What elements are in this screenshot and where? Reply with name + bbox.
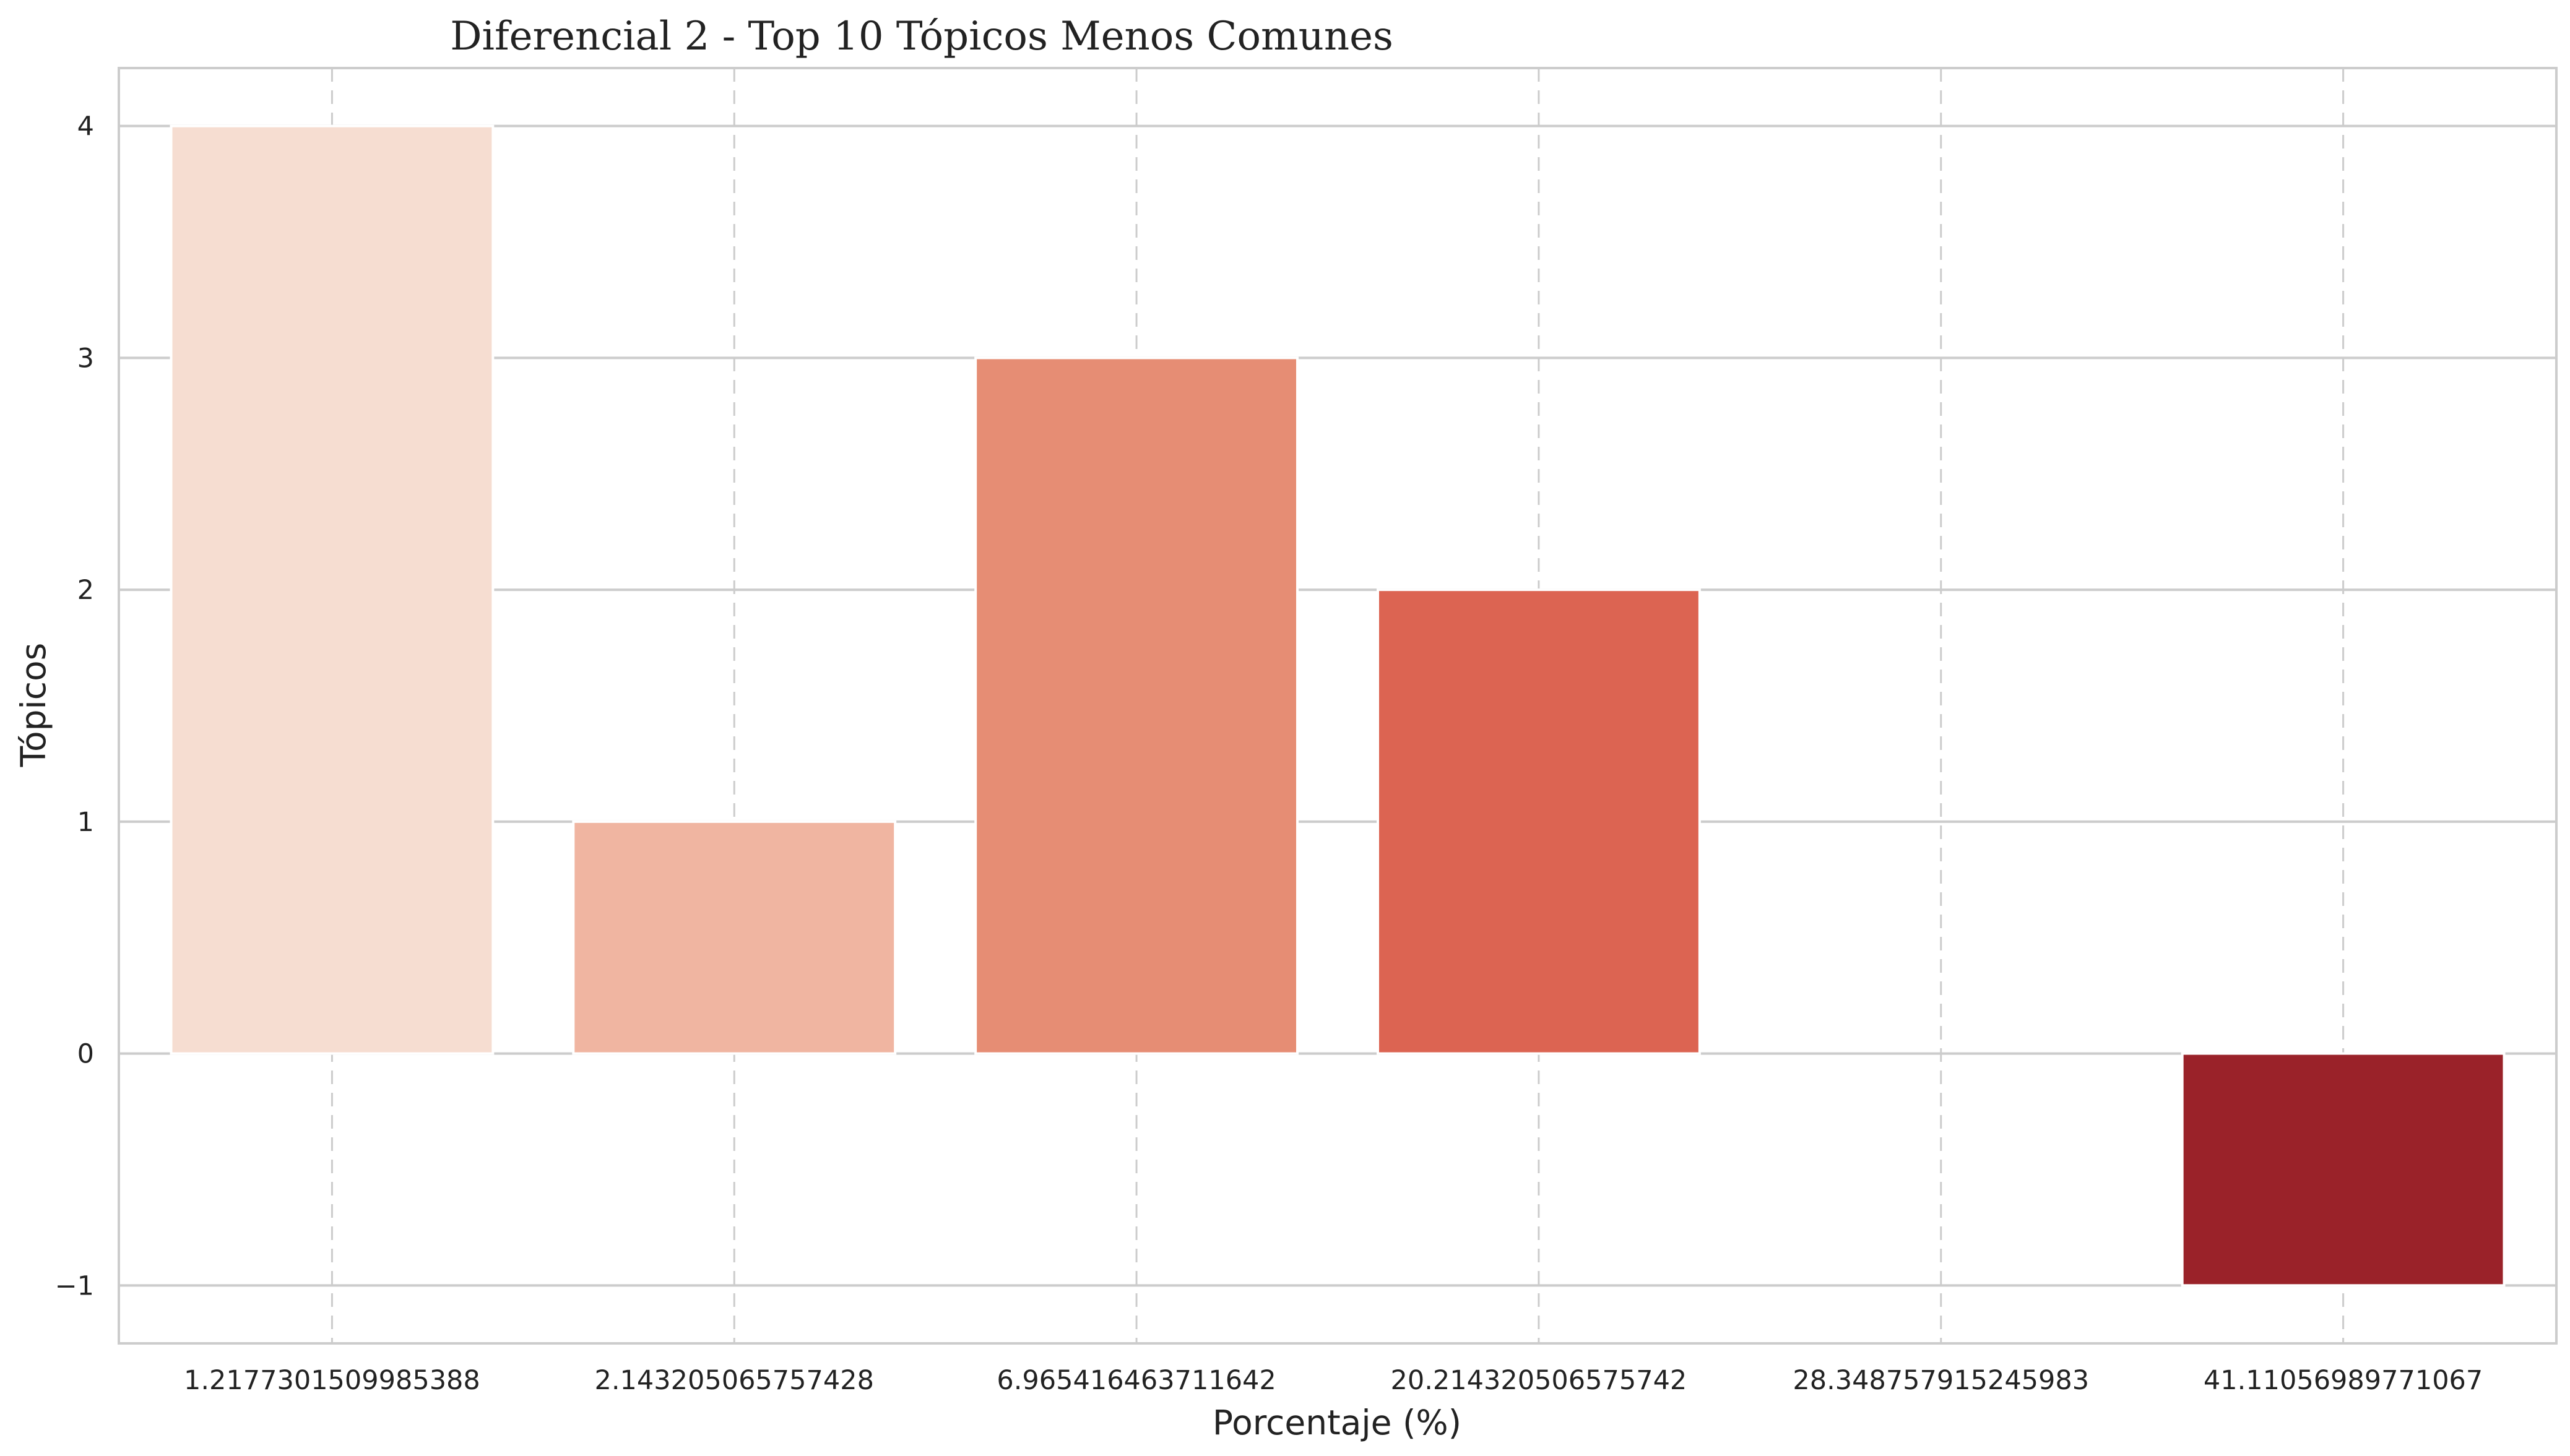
bar <box>1376 588 1701 1055</box>
y-tick-labels: −1 0 1 2 3 4 <box>55 111 94 1302</box>
y-tick-label: 4 <box>77 111 94 142</box>
bar <box>974 356 1299 1055</box>
bar <box>170 124 495 1055</box>
y-tick-label: 1 <box>77 807 94 838</box>
bar <box>572 820 897 1055</box>
x-tick-labels: 1.2177301509985388 2.143205065757428 6.965… <box>184 1365 2483 1396</box>
x-tick-label: 1.2177301509985388 <box>184 1365 480 1396</box>
x-tick-label: 20.214320506575742 <box>1391 1365 1687 1396</box>
y-tick-label: 2 <box>77 575 94 606</box>
chart-title: Diferencial 2 - Top 10 Tópicos Menos Com… <box>450 14 1393 59</box>
x-tick-label: 6.965416463711642 <box>997 1365 1276 1396</box>
grid-lines <box>119 68 2556 1343</box>
plot-area <box>118 67 2558 1345</box>
y-tick-label: −1 <box>55 1270 94 1301</box>
bars <box>170 124 2506 1287</box>
x-axis-label: Porcentaje (%) <box>1213 1403 1461 1442</box>
x-tick-label: 28.348757915245983 <box>1793 1365 2089 1396</box>
y-tick-label: 3 <box>77 343 94 374</box>
bar <box>2181 1052 2506 1287</box>
y-axis-label: Tópicos <box>14 643 53 768</box>
x-tick-label: 2.143205065757428 <box>595 1365 874 1396</box>
x-tick-label: 41.11056989771067 <box>2204 1365 2483 1396</box>
y-tick-label: 0 <box>77 1039 94 1070</box>
